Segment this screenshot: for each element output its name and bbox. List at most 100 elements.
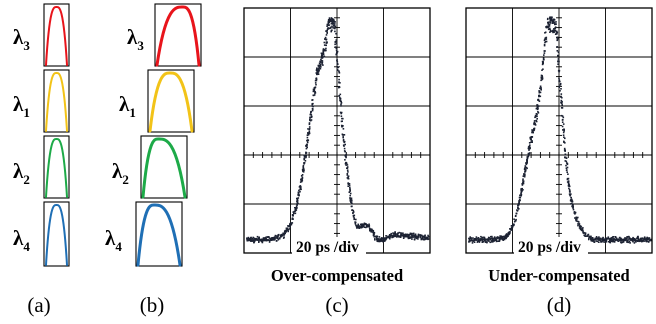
c-trace-dot (340, 111, 343, 114)
c-trace-dot (286, 227, 289, 229)
c-trace-dot (339, 111, 342, 114)
panel-b-wavelength-index: 4 (115, 239, 122, 254)
c-trace-dot (283, 236, 285, 238)
c-trace-dot (337, 63, 339, 65)
c-trace-dot (302, 168, 304, 171)
c-trace-dot (417, 235, 420, 237)
c-trace-dot (349, 188, 351, 190)
d-trace-dot (564, 149, 566, 151)
d-trace-dot (626, 239, 629, 242)
d-trace-dot (544, 32, 546, 34)
d-trace-dot (545, 38, 548, 40)
c-trace-dot (424, 235, 426, 238)
d-trace-dot (561, 100, 563, 103)
c-trace-dot (419, 234, 421, 236)
d-trace-dot (561, 121, 564, 123)
d-trace-dot (554, 29, 557, 32)
d-trace-dot (638, 238, 640, 241)
c-trace-dot (385, 237, 388, 240)
c-trace-dot (396, 233, 399, 236)
panel-b-wavelength-index: 1 (129, 105, 136, 120)
d-trace-dot (536, 113, 538, 116)
c-trace-dot (419, 235, 422, 237)
c-trace-dot (352, 215, 355, 218)
d-trace-dot (636, 239, 638, 242)
d-trace-dot (645, 240, 648, 243)
c-trace-dot (338, 94, 340, 97)
d-trace-dot (489, 241, 491, 244)
c-trace-dot (350, 197, 353, 200)
d-trace-dot (563, 136, 565, 138)
panel-d-letter: (d) (547, 293, 572, 317)
d-trace-dot (566, 169, 568, 171)
d-trace-dot (562, 131, 565, 134)
c-trace-dot (262, 238, 265, 240)
c-trace-dot (332, 19, 335, 21)
c-trace-dot (343, 134, 346, 136)
d-trace-dot (561, 104, 563, 106)
d-trace-dot (547, 28, 550, 31)
d-trace-dot (558, 77, 560, 80)
c-trace-dot (338, 70, 340, 72)
d-trace-dot (560, 88, 562, 90)
d-trace-dot (645, 239, 648, 241)
d-trace-dot (518, 208, 520, 210)
d-trace-dot (633, 242, 636, 244)
c-trace-dot (427, 238, 430, 240)
d-trace-dot (557, 51, 560, 53)
d-trace-dot (515, 218, 517, 221)
d-trace-dot (593, 240, 595, 242)
panel-a-row-4: λ4 (13, 201, 70, 267)
d-trace-dot (539, 95, 542, 98)
c-trace-dot (296, 201, 299, 204)
d-trace-dot (554, 27, 557, 29)
d-trace-dot (579, 225, 582, 227)
c-trace-dot (351, 200, 353, 202)
panel-a-pulse-box (43, 3, 70, 67)
c-trace-dot (392, 236, 394, 238)
c-trace-dot (316, 69, 318, 71)
c-trace-dot (408, 233, 411, 236)
d-trace-dot (543, 44, 546, 47)
d-trace-dot (599, 237, 601, 240)
panel-b-pulse-curve (141, 137, 187, 199)
c-trace-dot (343, 145, 345, 147)
d-trace-dot (590, 239, 592, 241)
d-trace-dot (528, 149, 530, 151)
c-trace-dot (311, 109, 314, 112)
c-trace-dot (359, 223, 362, 226)
c-trace-dot (253, 238, 255, 241)
d-trace-dot (562, 129, 564, 131)
c-trace-dot (339, 96, 341, 99)
c-trace-dot (251, 240, 253, 242)
d-trace-dot (580, 226, 583, 228)
d-trace-dot (641, 239, 643, 241)
d-trace-dot (534, 124, 537, 126)
d-trace-dot (595, 240, 598, 242)
c-trace-dot (355, 224, 357, 227)
c-trace-dot (288, 228, 291, 230)
c-trace-dot (265, 239, 268, 242)
d-trace-dot (520, 193, 522, 195)
c-trace-dot (334, 46, 337, 48)
c-trace-dot (300, 175, 303, 177)
d-trace-dot (561, 102, 563, 105)
d-trace-dot (601, 240, 603, 243)
d-trace-dot (555, 21, 557, 23)
c-trace-dot (413, 238, 416, 241)
d-trace-dot (482, 241, 485, 243)
c-trace-dot (284, 230, 287, 232)
d-trace-dot (490, 241, 493, 243)
c-trace-dot (295, 205, 298, 207)
c-trace-dot (392, 235, 394, 237)
d-trace-dot (595, 238, 597, 241)
d-trace-dot (632, 237, 634, 240)
d-trace-dot (635, 239, 637, 242)
panel-a-pulse-curve (45, 203, 68, 266)
d-trace-dot (646, 237, 648, 240)
d-trace-dot (560, 96, 562, 98)
d-trace-dot (571, 200, 574, 203)
c-trace-dot (291, 222, 294, 224)
panel-c-pulse-trace (246, 17, 430, 244)
d-trace-dot (584, 233, 587, 236)
